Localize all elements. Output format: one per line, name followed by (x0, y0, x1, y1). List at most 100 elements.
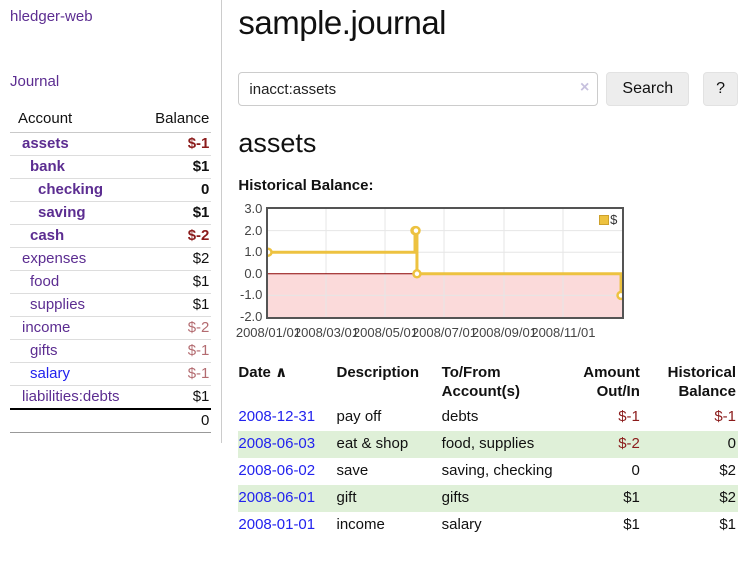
app: hledger-web Journal Account Balance asse… (10, 0, 742, 539)
transaction-amount: $-2 (560, 431, 642, 458)
transaction-accounts: saving, checking (441, 462, 553, 479)
transaction-accounts: gifts (441, 485, 561, 512)
account-row: salary $-1 (10, 362, 212, 386)
transaction-amount: $1 (623, 516, 640, 533)
main-content: sample.journal × Search ? assets Histori… (222, 0, 742, 539)
account-link[interactable]: food (30, 273, 60, 290)
account-link[interactable]: salary (30, 365, 71, 382)
chart-title: Historical Balance: (238, 177, 374, 194)
search-input[interactable] (238, 72, 599, 106)
transaction-date-link[interactable]: 2008-12-31 (238, 408, 316, 425)
register-header-amount: Amount Out/In (583, 364, 640, 400)
accounts-header-row: Account Balance (10, 106, 212, 133)
account-link[interactable]: expenses (22, 250, 87, 267)
transaction-date-link[interactable]: 2008-06-02 (238, 462, 316, 479)
account-link[interactable]: gifts (30, 342, 58, 359)
x-axis-tick-label: 2008/01/01 (235, 325, 301, 340)
account-link[interactable]: supplies (30, 296, 86, 313)
account-balance: $-1 (136, 362, 212, 386)
transaction-description: eat & shop (336, 431, 442, 458)
transaction-amount: $-1 (618, 408, 640, 425)
sidebar-item-journal[interactable]: Journal (10, 73, 60, 90)
account-row: assets $-1 (10, 132, 212, 156)
x-axis-tick-label: 2008/07/01 (411, 325, 477, 340)
account-balance: $1 (136, 270, 212, 294)
legend-swatch-icon (599, 214, 610, 225)
account-row: liabilities:debts $1 (10, 385, 212, 410)
clear-search-icon[interactable]: × (580, 79, 590, 96)
account-link[interactable]: checking (38, 181, 104, 198)
brand-link[interactable]: hledger-web (10, 8, 93, 25)
transaction-description: save (336, 462, 369, 479)
transaction-amount: 0 (631, 462, 640, 479)
y-axis-tick-label: 2.0 (244, 222, 263, 238)
account-row: saving $1 (10, 201, 212, 225)
transaction-balance: $2 (719, 462, 736, 479)
register-header-row: Date ∧ Description To/From Account(s) Am… (238, 360, 738, 404)
account-balance: $2 (136, 247, 212, 271)
account-balance: $1 (136, 385, 212, 410)
help-button[interactable]: ? (703, 72, 738, 106)
y-axis-tick-label: -2.0 (239, 309, 263, 324)
account-link[interactable]: saving (38, 204, 86, 221)
register-row: 2008-01-01 income salary $1 $1 (238, 512, 738, 539)
legend-label: $ (610, 212, 618, 227)
x-axis-tick-label: 2008/11/01 (531, 325, 596, 340)
register-header-description: Description (336, 364, 419, 381)
x-axis-tick-label: 2008/09/01 (471, 325, 537, 340)
transaction-description: pay off (336, 408, 382, 425)
register-row: 2008-06-02 save saving, checking 0 $2 (238, 458, 738, 485)
transaction-balance: $2 (641, 485, 738, 512)
account-row: supplies $1 (10, 293, 212, 317)
account-row: checking 0 (10, 178, 212, 202)
register-row: 2008-12-31 pay off debts $-1 $-1 (238, 404, 738, 431)
accounts-header-balance: Balance (136, 106, 212, 133)
historical-balance-chart: $ 3.0 2.0 1.0 0.0 -1.0 -2.0 2008/01/01 2008/03/… (235, 201, 658, 343)
account-row: food $1 (10, 270, 212, 294)
transaction-balance: $-1 (714, 408, 736, 425)
search-button[interactable]: Search (606, 72, 690, 106)
register-header-date[interactable]: Date ∧ (238, 364, 288, 381)
account-balance: $-2 (136, 224, 212, 248)
accounts-total-row: 0 (10, 408, 212, 433)
account-page-title: assets (238, 128, 317, 158)
account-link[interactable]: assets (22, 135, 69, 152)
y-axis-tick-label: 3.0 (244, 201, 263, 216)
transaction-description: income (336, 516, 385, 533)
y-axis-tick-label: 0.0 (244, 265, 263, 281)
x-axis-tick-label: 2008/03/01 (293, 325, 359, 340)
account-balance: $-2 (136, 316, 212, 340)
account-balance: $-1 (136, 339, 212, 363)
transaction-accounts: debts (441, 408, 479, 425)
x-axis-tick-label: 2008/05/01 (352, 325, 418, 340)
y-axis-tick-label: 1.0 (244, 244, 263, 260)
transaction-date-link[interactable]: 2008-06-01 (238, 489, 316, 506)
search-form: × Search ? (238, 72, 738, 106)
transaction-accounts: food, supplies (441, 431, 561, 458)
accounts-table: Account Balance assets $-1 ban (10, 106, 212, 433)
account-link[interactable]: liabilities:debts (22, 388, 120, 405)
chart-plot-area: $ (266, 207, 625, 319)
register-header-balance: Historical Balance (667, 364, 736, 400)
account-link[interactable]: bank (30, 158, 66, 175)
account-row: income $-2 (10, 316, 212, 340)
account-balance: $-1 (136, 132, 212, 156)
transaction-amount: $1 (560, 485, 642, 512)
sort-ascending-icon: ∧ (275, 364, 288, 381)
account-row: cash $-2 (10, 224, 212, 248)
chart-legend: $ (598, 212, 619, 227)
account-balance: 0 (136, 178, 212, 202)
account-link[interactable]: cash (30, 227, 65, 244)
account-row: expenses $2 (10, 247, 212, 271)
accounts-header-account: Account (10, 106, 137, 133)
register-row: 2008-06-03 eat & shop food, supplies $-2… (238, 431, 738, 458)
accounts-total-value: 0 (136, 408, 212, 433)
y-axis-tick-label: -1.0 (239, 287, 263, 303)
transaction-date-link[interactable]: 2008-01-01 (238, 516, 316, 533)
account-balance: $1 (136, 293, 212, 317)
transaction-balance: 0 (641, 431, 738, 458)
transaction-date-link[interactable]: 2008-06-03 (238, 435, 316, 452)
account-link[interactable]: income (22, 319, 71, 336)
register-row: 2008-06-01 gift gifts $1 $2 (238, 485, 738, 512)
account-balance: $1 (136, 201, 212, 225)
